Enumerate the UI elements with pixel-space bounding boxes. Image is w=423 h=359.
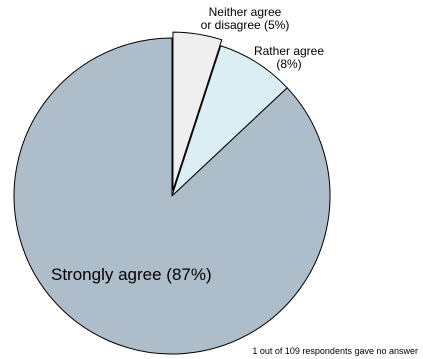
slice-label-rather-line1: Rather agree <box>254 44 324 58</box>
footnote: 1 out of 109 respondents gave no answer <box>252 346 418 356</box>
pie-slice-strongly <box>13 37 331 355</box>
slice-label-neither: Neither agree or disagree (5%) <box>201 5 290 32</box>
pie-slice-neither <box>172 31 223 191</box>
slice-label-strongly: Strongly agree (87%) <box>51 265 212 284</box>
slice-label-neither-line1: Neither agree <box>209 5 282 19</box>
pie-slices <box>13 31 331 355</box>
slice-label-neither-line2: or disagree (5%) <box>201 18 290 32</box>
slice-label-rather-line2: (8%) <box>276 57 301 71</box>
slice-label-rather: Rather agree (8%) <box>254 44 324 71</box>
